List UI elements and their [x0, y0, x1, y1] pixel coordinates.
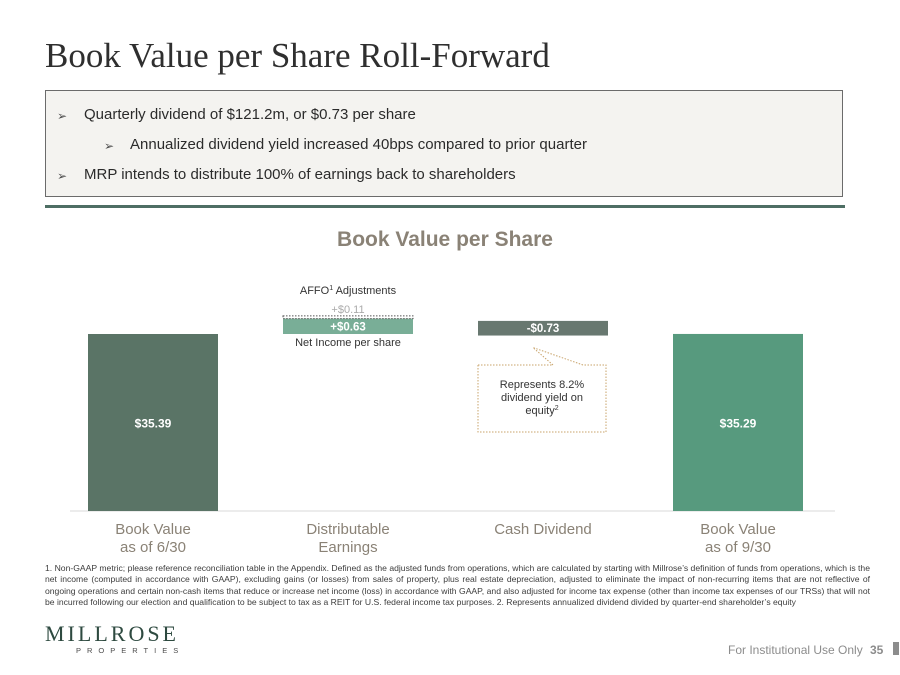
bullet-arrow-icon: ➢ [57, 109, 68, 123]
bar-net-income [283, 318, 413, 334]
x-tick-label: Cash Dividend [494, 521, 592, 538]
callout-line: equity2 [525, 405, 558, 417]
data-label-opening: $35.39 [135, 417, 172, 431]
bullet-yield: Annualized dividend yield increased 40bp… [130, 136, 587, 153]
page-number: 35 [870, 643, 884, 657]
bullet-distribution: MRP intends to distribute 100% of earnin… [84, 166, 516, 183]
bullet-dividend: Quarterly dividend of $121.2m, or $0.73 … [84, 106, 416, 123]
company-logo: MILLROSE [45, 621, 179, 646]
data-label-closing: $35.29 [720, 416, 757, 430]
callout-line: dividend yield on [501, 392, 583, 404]
affo-sublabel: AFFO1 Adjustments [300, 285, 397, 297]
x-tick-label: Earnings [318, 539, 377, 556]
x-tick-label: as of 9/30 [705, 539, 771, 556]
x-tick-label: Distributable [306, 521, 389, 538]
bar-cash-dividend [478, 320, 608, 336]
data-label-affo: +$0.11 [331, 304, 364, 316]
waterfall-chart: $35.39 +$0.63 Net Income per share +$0.11 AF… [70, 285, 835, 556]
page-title: Book Value per Share Roll-Forward [45, 36, 550, 75]
bar-affo-adjustments [282, 315, 414, 320]
footnote: 1. Non-GAAP metric; please reference rec… [45, 563, 870, 607]
company-logo-subtitle: PROPERTIES [76, 646, 185, 655]
data-label-cash-dividend: -$0.73 [527, 323, 560, 335]
sub-bullet-arrow-icon: ➢ [104, 139, 115, 153]
usage-notice: For Institutional Use Only [728, 643, 863, 657]
bar-opening-book-value [88, 334, 218, 511]
net-income-sublabel: Net Income per share [295, 337, 401, 349]
chart-title: Book Value per Share [337, 228, 553, 251]
x-tick-label: Book Value [115, 521, 191, 538]
x-tick-label: as of 6/30 [120, 539, 186, 556]
dividend-yield-callout [477, 347, 607, 433]
callout-line: Represents 8.2% [500, 379, 585, 391]
data-label-net-income: +$0.63 [330, 321, 366, 333]
x-tick-label: Book Value [700, 521, 776, 538]
bar-closing-book-value [673, 333, 803, 511]
divider-rule [45, 205, 845, 208]
page-marker [893, 642, 899, 655]
bullet-arrow-icon: ➢ [57, 169, 68, 183]
highlights-box [45, 90, 843, 197]
